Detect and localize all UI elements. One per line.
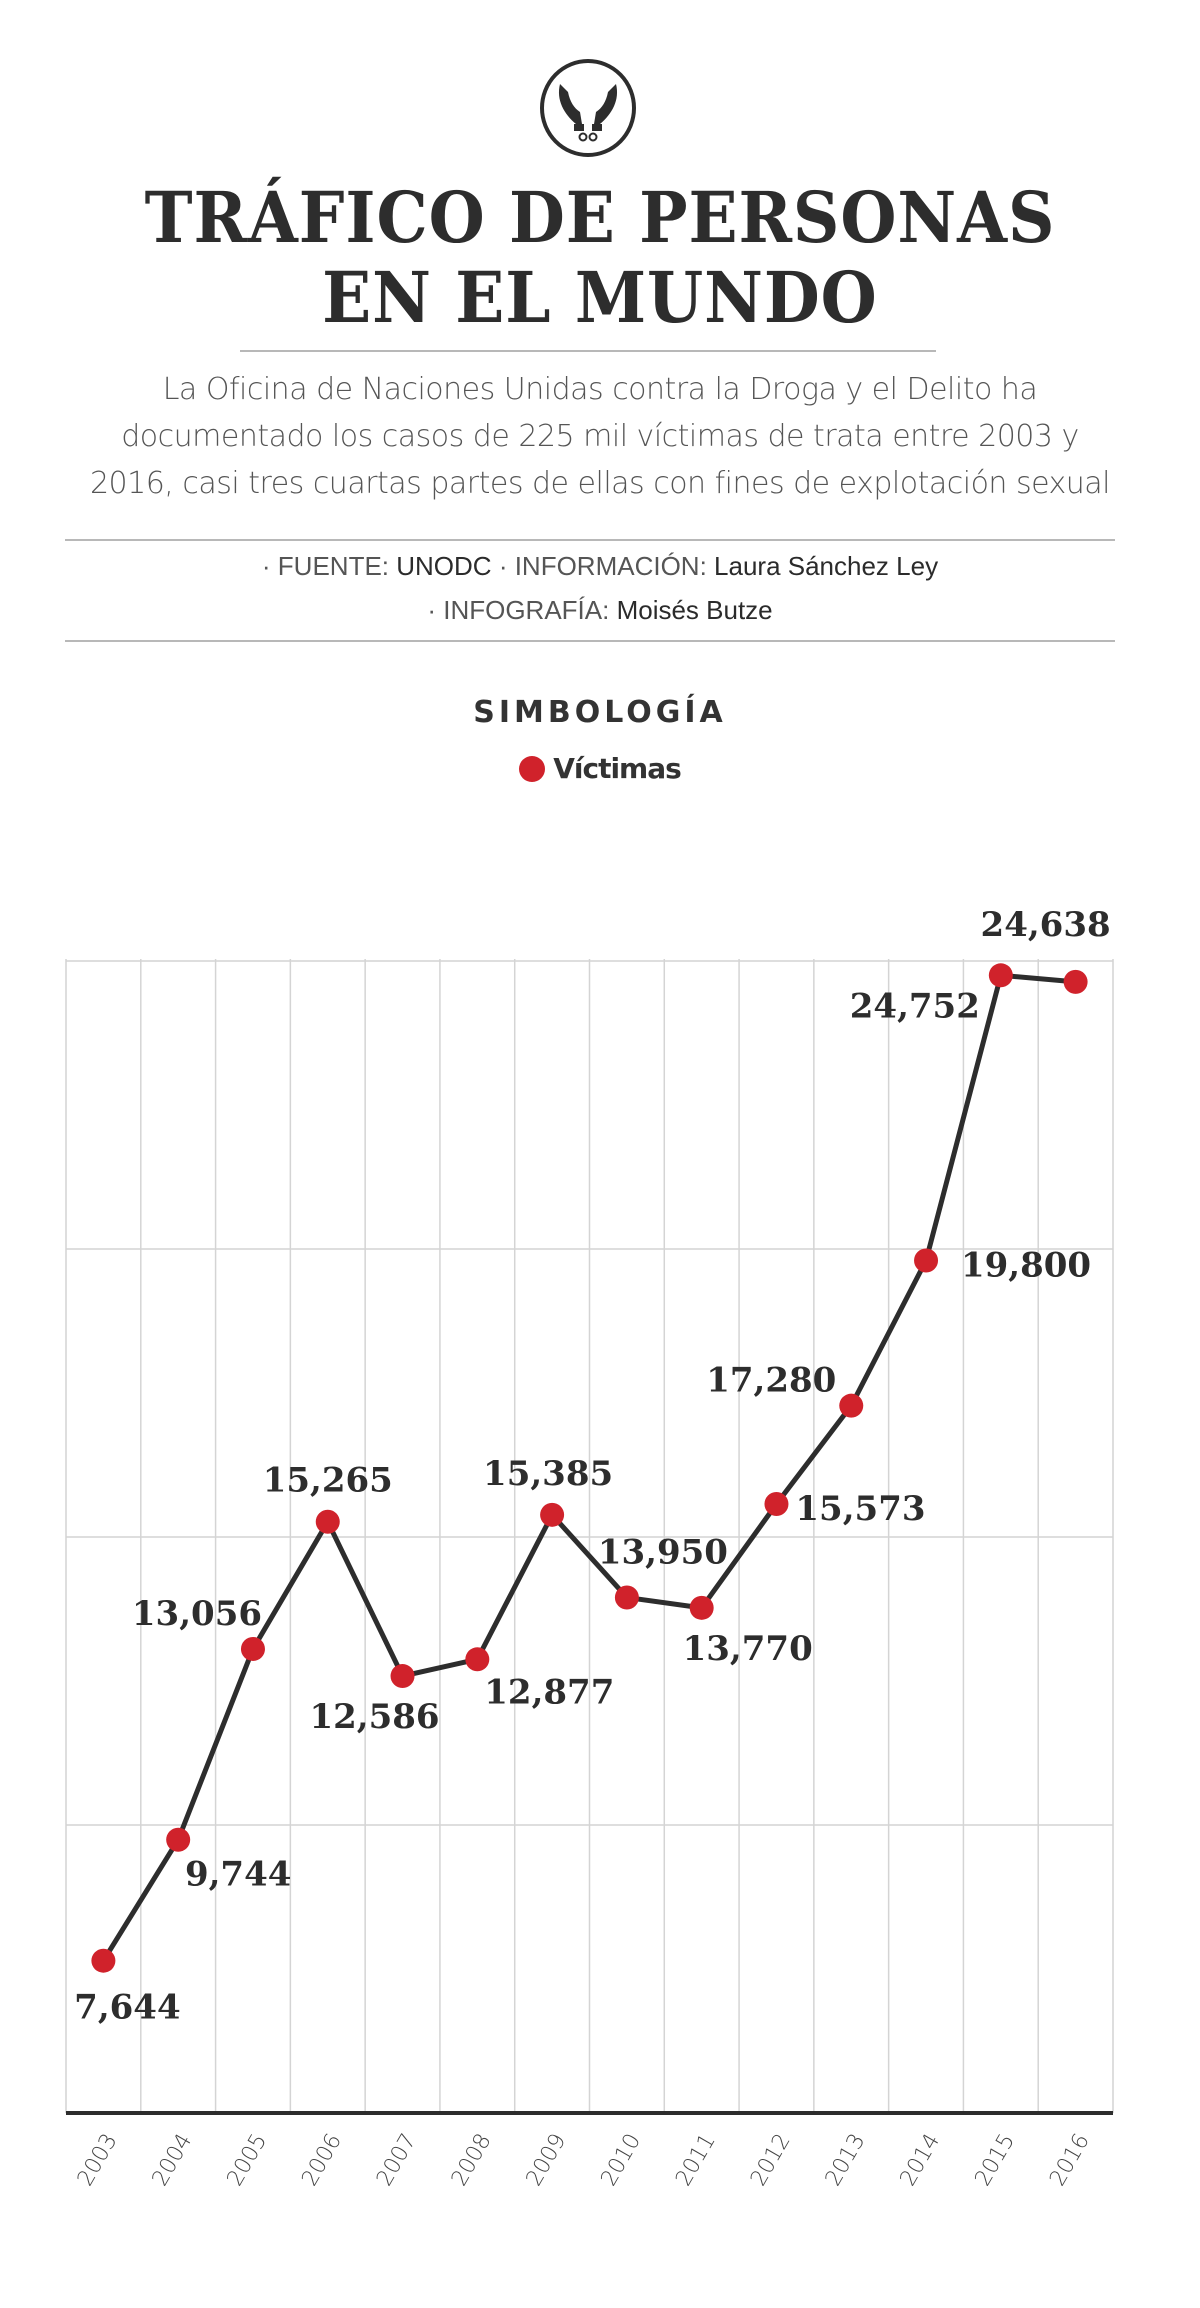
x-tick-label: 2013 xyxy=(821,2130,871,2191)
graphic-label: · INFOGRAFÍA: xyxy=(427,595,617,625)
data-label: 13,770 xyxy=(683,1629,813,1669)
data-label: 24,638 xyxy=(981,905,1111,945)
data-label: 12,586 xyxy=(309,1697,439,1737)
x-tick-label: 2015 xyxy=(970,2130,1020,2191)
data-label: 24,752 xyxy=(850,986,980,1026)
intro-text: La Oficina de Naciones Unidas contra la … xyxy=(0,366,1200,507)
legend-label: Víctimas xyxy=(553,752,682,785)
x-tick-label: 2006 xyxy=(297,2130,347,2191)
intro-line: La Oficina de Naciones Unidas contra la … xyxy=(162,372,1038,407)
info-label: · INFORMACIÓN: xyxy=(491,551,715,581)
data-point xyxy=(914,1248,939,1273)
x-tick-label: 2009 xyxy=(522,2130,572,2191)
data-label: 9,744 xyxy=(185,1855,291,1895)
graphic-author: Moisés Butze xyxy=(616,595,773,625)
x-tick-label: 2010 xyxy=(596,2130,646,2191)
hands-handcuffs-icon xyxy=(540,59,636,157)
divider xyxy=(65,640,1115,642)
divider xyxy=(65,539,1115,541)
data-point xyxy=(839,1393,864,1418)
legend-title: SIMBOLOGÍA xyxy=(473,695,727,730)
x-tick-label: 2004 xyxy=(148,2130,198,2191)
data-label: 13,950 xyxy=(598,1532,728,1572)
data-point xyxy=(240,1636,265,1661)
data-point xyxy=(764,1491,789,1516)
data-label: 19,800 xyxy=(961,1246,1091,1286)
x-tick-label: 2011 xyxy=(671,2130,721,2191)
intro-line: 2016, casi tres cuartas partes de ellas … xyxy=(89,466,1111,501)
info-author: Laura Sánchez Ley xyxy=(714,551,939,581)
x-tick-label: 2014 xyxy=(896,2130,946,2191)
data-point xyxy=(91,1948,116,1973)
x-tick-label: 2008 xyxy=(447,2130,497,2191)
data-point xyxy=(614,1585,639,1610)
data-label: 13,056 xyxy=(132,1594,262,1634)
data-point xyxy=(465,1647,490,1672)
legend-item-victimas: Víctimas xyxy=(0,752,1200,785)
data-point xyxy=(988,963,1013,988)
x-tick-label: 2012 xyxy=(746,2130,796,2191)
source-label: · FUENTE: xyxy=(261,551,397,581)
data-point xyxy=(166,1827,191,1852)
legend-dot xyxy=(519,756,546,782)
credits: · FUENTE: UNODC · INFORMACIÓN: Laura Sán… xyxy=(0,544,1200,632)
x-tick-label: 2003 xyxy=(73,2130,123,2191)
data-label: 7,644 xyxy=(74,1988,180,2028)
data-label: 15,385 xyxy=(483,1454,613,1494)
x-tick-label: 2005 xyxy=(223,2130,273,2191)
title-line-2: EN EL MUNDO xyxy=(322,256,878,339)
data-point xyxy=(1063,969,1088,994)
x-tick-label: 2007 xyxy=(372,2130,422,2191)
data-point xyxy=(540,1502,565,1527)
series-line xyxy=(101,972,1076,1963)
divider xyxy=(240,350,936,352)
data-label: 17,280 xyxy=(706,1361,836,1401)
x-tick-label: 2016 xyxy=(1045,2130,1095,2191)
title-line-1: TRÁFICO DE PERSONAS xyxy=(144,176,1056,259)
data-point xyxy=(689,1595,714,1620)
intro-line: documentado los casos de 225 mil víctima… xyxy=(121,419,1079,454)
data-point xyxy=(390,1664,415,1689)
source: UNODC xyxy=(396,551,492,581)
data-label: 12,877 xyxy=(484,1672,614,1712)
data-point xyxy=(315,1509,340,1534)
data-label: 15,573 xyxy=(795,1489,925,1529)
data-label: 15,265 xyxy=(263,1461,393,1501)
